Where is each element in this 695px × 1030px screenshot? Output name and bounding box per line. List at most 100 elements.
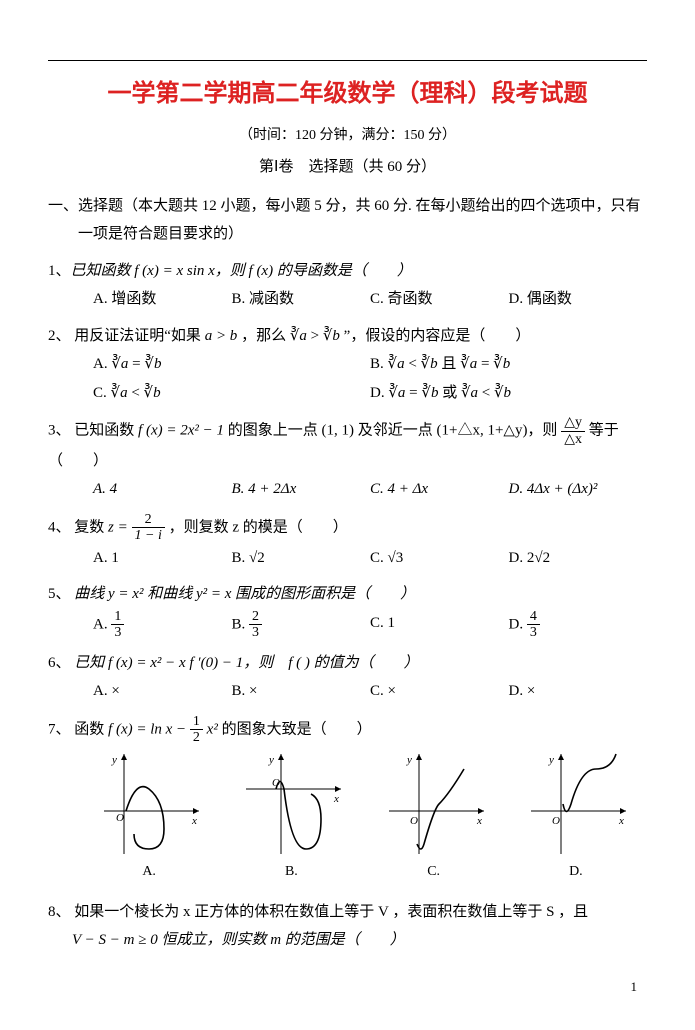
q2-options: A. ∛a = ∛b B. ∛a < ∛b 且 ∛a = ∛b C. ∛a < … (48, 350, 647, 407)
q3-options: A. 4 B. 4 + 2Δx C. 4 + Δx D. 4Δx + (Δx)² (48, 475, 647, 504)
q4-opt-d[interactable]: D. 2√2 (509, 544, 648, 573)
q7-fx-post: x² (207, 721, 218, 737)
q4-opt-b[interactable]: B. √2 (232, 544, 371, 573)
q5-stem: 曲线 y = x² 和曲线 y² = x 围成的图形面积是（ ） (74, 586, 415, 602)
question-2: 2、 用反证法证明“如果 a > b ，那么 ∛a > ∛b ”，假设的内容应是… (48, 322, 647, 408)
label-o: O (116, 812, 124, 824)
arrow-y-icon (121, 754, 127, 760)
arrow-x-icon (335, 786, 341, 792)
q5-b-n: 2 (249, 609, 262, 625)
q3-num: 3、 (48, 423, 71, 439)
q2-opt-d[interactable]: D. ∛a = ∛b 或 ∛a < ∛b (370, 379, 647, 408)
q2-cond: a > b (205, 328, 238, 344)
q6-opt-a[interactable]: A. × (93, 677, 232, 706)
q1-opt-b[interactable]: B. 减函数 (232, 285, 371, 314)
q4-opt-c[interactable]: C. √3 (370, 544, 509, 573)
page-number: 1 (48, 975, 647, 1000)
label-o: O (552, 815, 560, 827)
q7-graph-a[interactable]: O x y A. (94, 749, 204, 886)
graph-c-svg: O x y (379, 749, 489, 859)
question-1: 1、已知函数 f (x) = x sin x，则 f (x) 的导函数是（ ） … (48, 257, 647, 314)
q5-options: A. 13 B. 23 C. 1 D. 43 (48, 609, 647, 641)
arrow-x-icon (478, 808, 484, 814)
part-title: 第Ⅰ卷 选择题（共 60 分） (48, 153, 647, 182)
q3-opt-b[interactable]: B. 4 + 2Δx (232, 475, 371, 504)
curve-d (563, 754, 616, 812)
q7-stem-pre: 函数 (74, 721, 108, 737)
q3-opt-d[interactable]: D. 4Δx + (Δx)² (509, 475, 648, 504)
label-o: O (410, 815, 418, 827)
q6-options: A. × B. × C. × D. × (48, 677, 647, 706)
q6-opt-c[interactable]: C. × (370, 677, 509, 706)
q1-opt-a[interactable]: A. 增函数 (93, 285, 232, 314)
question-3: 3、 已知函数 f (x) = 2x² − 1 的图象上一点 (1, 1) 及邻… (48, 415, 647, 504)
q2-stem-post: ”，假设的内容应是（ ） (344, 328, 531, 344)
q7-graphs: O x y A. O x y B. (48, 745, 647, 890)
q7-frac-d: 2 (190, 730, 203, 745)
q7-num: 7、 (48, 721, 71, 737)
arrow-x-icon (193, 808, 199, 814)
q1-options: A. 增函数 B. 减函数 C. 奇函数 D. 偶函数 (48, 285, 647, 314)
q4-frac: 21 − i (132, 512, 165, 544)
exam-subtitle: （时间：120 分钟，满分：150 分） (48, 123, 647, 150)
arrow-y-icon (278, 754, 284, 760)
q4-frac-d: 1 − i (132, 528, 165, 543)
q7-frac-n: 1 (190, 714, 203, 730)
q7-graph-b[interactable]: O x y B. (236, 749, 346, 886)
q4-opt-a[interactable]: A. 1 (93, 544, 232, 573)
q7-graph-c[interactable]: O x y C. (379, 749, 489, 886)
q1-opt-c[interactable]: C. 奇函数 (370, 285, 509, 314)
q5-opt-b[interactable]: B. 23 (232, 609, 371, 641)
q3-stem-pre: 已知函数 (74, 423, 138, 439)
graph-d-svg: O x y (521, 749, 631, 859)
label-y: y (268, 754, 274, 766)
q5-opt-c[interactable]: C. 1 (370, 609, 509, 641)
q7-frac: 12 (190, 714, 203, 746)
q3-opt-c[interactable]: C. 4 + Δx (370, 475, 509, 504)
q1-opt-d[interactable]: D. 偶函数 (509, 285, 648, 314)
q2-stem-pre: 用反证法证明“如果 (74, 328, 204, 344)
q3-opt-a[interactable]: A. 4 (93, 475, 232, 504)
q5-a-n: 1 (111, 609, 124, 625)
q4-stem-post: ，则复数 z 的模是（ ） (169, 519, 348, 535)
arrow-y-icon (416, 754, 422, 760)
label-y: y (406, 754, 412, 766)
q3-frac: △y△x (561, 415, 585, 447)
q2-b-mid: 且 (438, 356, 461, 372)
label-y: y (548, 754, 554, 766)
q6-opt-d[interactable]: D. × (509, 677, 648, 706)
q2-num: 2、 (48, 328, 71, 344)
label-x: x (476, 815, 482, 827)
q7-label-c: C. (379, 859, 489, 886)
question-6: 6、 已知 f (x) = x² − x f ′(0) − 1，则 f ( ) … (48, 649, 647, 706)
q2-opt-b[interactable]: B. ∛a < ∛b 且 ∛a = ∛b (370, 350, 647, 379)
q5-d-d: 3 (527, 625, 540, 640)
q1-stem: 已知函数 f (x) = x sin x，则 f (x) 的导函数是（ ） (71, 263, 412, 279)
q4-z: z = (108, 519, 131, 535)
q2-opt-c[interactable]: C. ∛a < ∛b (93, 379, 370, 408)
q2-concl: ∛a > ∛b (290, 328, 340, 344)
question-8: 8、 如果一个棱长为 x 正方体的体积在数值上等于 V ，表面积在数值上等于 S… (48, 898, 647, 955)
q5-opt-a[interactable]: A. 13 (93, 609, 232, 641)
q4-stem-pre: 复数 (74, 519, 108, 535)
q3-fx: f (x) = 2x² − 1 (138, 423, 224, 439)
q7-label-a: A. (94, 859, 204, 886)
q5-b-d: 3 (249, 625, 262, 640)
q3-frac-d: △x (561, 432, 585, 447)
q3-stem-mid: 的图象上一点 (1, 1) 及邻近一点 (1+△x, 1+△y)，则 (228, 423, 561, 439)
q8-line2: V − S − m ≥ 0 恒成立，则实数 m 的范围是（ ） (48, 932, 405, 948)
label-x: x (618, 815, 624, 827)
q7-graph-d[interactable]: O x y D. (521, 749, 631, 886)
q7-label-b: B. (236, 859, 346, 886)
q1-num: 1、 (48, 263, 71, 279)
question-4: 4、 复数 z = 21 − i ，则复数 z 的模是（ ） A. 1 B. √… (48, 512, 647, 572)
q7-stem-post: 的图象大致是（ ） (222, 721, 372, 737)
graph-b-svg: O x y (236, 749, 346, 859)
q5-opt-d[interactable]: D. 43 (509, 609, 648, 641)
label-x: x (191, 815, 197, 827)
q2-opt-a[interactable]: A. ∛a = ∛b (93, 350, 370, 379)
q6-opt-b[interactable]: B. × (232, 677, 371, 706)
q5-b-pre: B. (232, 616, 250, 632)
q8-line1: 如果一个棱长为 x 正方体的体积在数值上等于 V ，表面积在数值上等于 S ，且 (74, 904, 588, 920)
q2-c-pre: C. (93, 385, 111, 401)
